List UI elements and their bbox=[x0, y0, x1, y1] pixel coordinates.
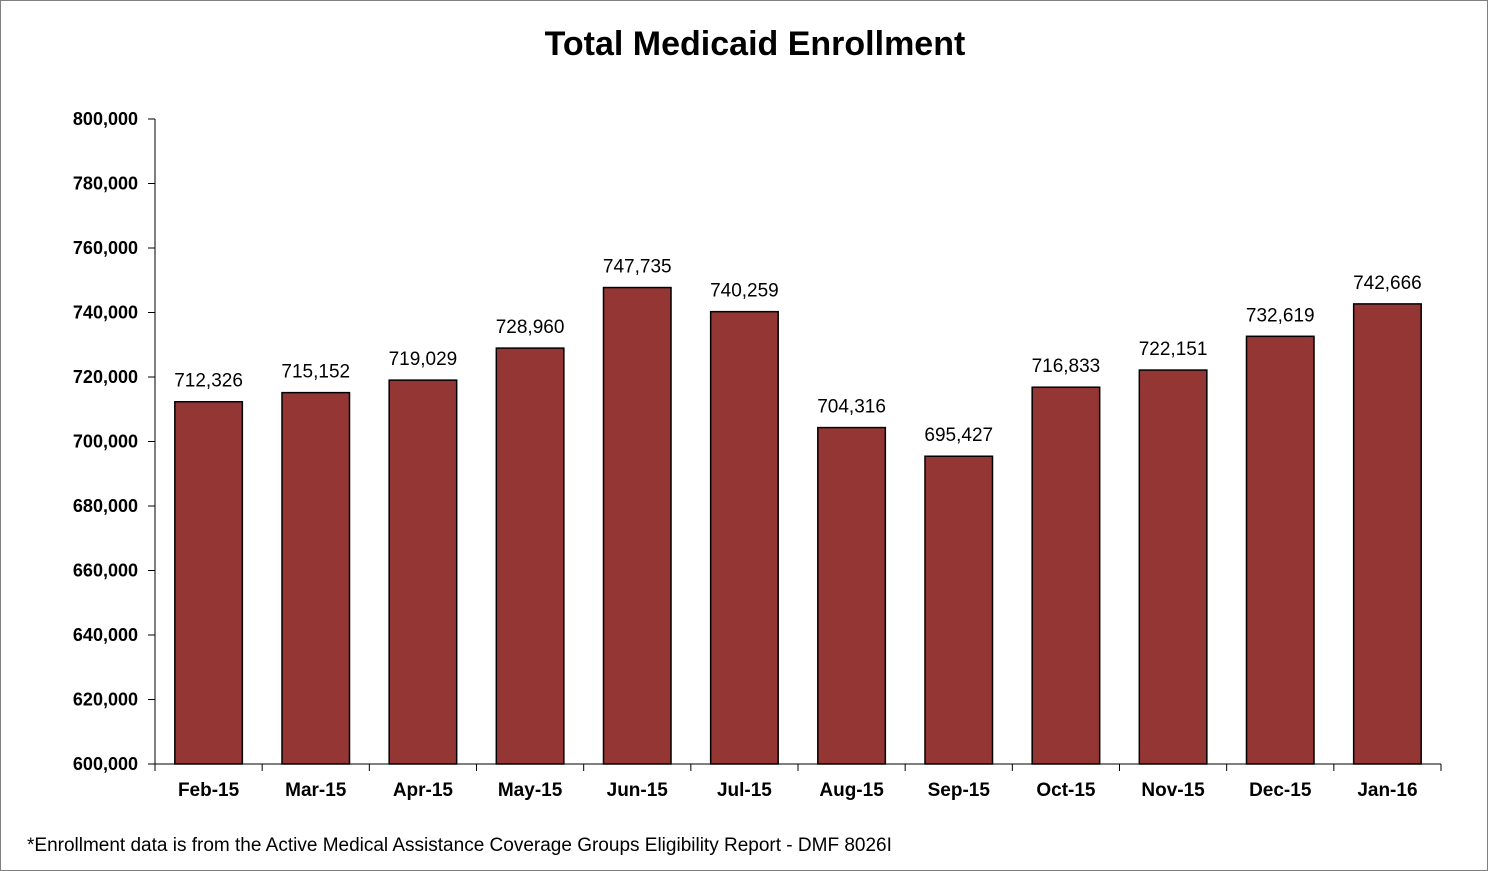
y-tick-label: 720,000 bbox=[73, 367, 138, 387]
y-tick-label: 800,000 bbox=[73, 109, 138, 129]
bar bbox=[1246, 336, 1314, 764]
data-label: 716,833 bbox=[1032, 356, 1101, 377]
data-label: 742,666 bbox=[1353, 273, 1422, 294]
x-tick-label: Sep-15 bbox=[928, 780, 991, 801]
bar bbox=[711, 312, 779, 764]
data-label: 732,619 bbox=[1246, 305, 1315, 326]
x-tick-label: Aug-15 bbox=[819, 780, 884, 801]
data-label: 704,316 bbox=[817, 397, 886, 418]
x-tick-label: Apr-15 bbox=[393, 780, 454, 801]
bar bbox=[496, 348, 564, 764]
x-tick-label: Oct-15 bbox=[1036, 780, 1096, 801]
y-tick-label: 760,000 bbox=[73, 238, 138, 258]
data-label: 747,735 bbox=[603, 257, 672, 278]
x-tick-label: May-15 bbox=[498, 780, 563, 801]
bars bbox=[175, 288, 1421, 764]
y-tick-label: 700,000 bbox=[73, 432, 138, 452]
y-tick-label: 680,000 bbox=[73, 496, 138, 516]
x-tick-label: Mar-15 bbox=[285, 780, 347, 801]
bar bbox=[818, 428, 886, 764]
y-tick-label: 780,000 bbox=[73, 174, 138, 194]
data-label: 712,326 bbox=[174, 371, 243, 392]
data-label: 715,152 bbox=[281, 362, 350, 383]
x-tick-label: Jun-15 bbox=[607, 780, 669, 801]
data-label: 695,427 bbox=[924, 425, 993, 446]
data-label: 719,029 bbox=[389, 349, 458, 370]
bar bbox=[1032, 387, 1100, 764]
bar bbox=[282, 393, 350, 764]
x-tick-label: Jul-15 bbox=[717, 780, 772, 801]
x-tick-label: Dec-15 bbox=[1249, 780, 1312, 801]
data-labels: 712,326 715,152 719,029 728,960 747,735 740,2… bbox=[174, 257, 1422, 447]
y-axis-ticks: 600,000 620,000 640,000 660,000 680,000 700,0… bbox=[73, 109, 155, 774]
bar bbox=[1139, 370, 1207, 764]
y-tick-label: 740,000 bbox=[73, 303, 138, 323]
y-tick-label: 660,000 bbox=[73, 561, 138, 581]
data-label: 740,259 bbox=[710, 281, 779, 302]
bar bbox=[389, 380, 457, 764]
y-tick-label: 640,000 bbox=[73, 625, 138, 645]
x-axis-labels: Feb-15 Mar-15 Apr-15 May-15 Jun-15 Jul-15 Aug-… bbox=[178, 780, 1418, 801]
x-tick-label: Nov-15 bbox=[1141, 780, 1205, 801]
data-label: 728,960 bbox=[496, 317, 565, 338]
bar bbox=[603, 288, 671, 764]
bar bbox=[1354, 304, 1422, 764]
x-tick-label: Jan-16 bbox=[1357, 780, 1417, 801]
y-tick-label: 600,000 bbox=[73, 754, 138, 774]
data-label: 722,151 bbox=[1139, 339, 1208, 360]
y-tick-label: 620,000 bbox=[73, 690, 138, 710]
bar bbox=[925, 456, 993, 764]
x-tick-label: Feb-15 bbox=[178, 780, 240, 801]
footnote: *Enrollment data is from the Active Medi… bbox=[27, 835, 892, 857]
bar bbox=[175, 402, 243, 764]
